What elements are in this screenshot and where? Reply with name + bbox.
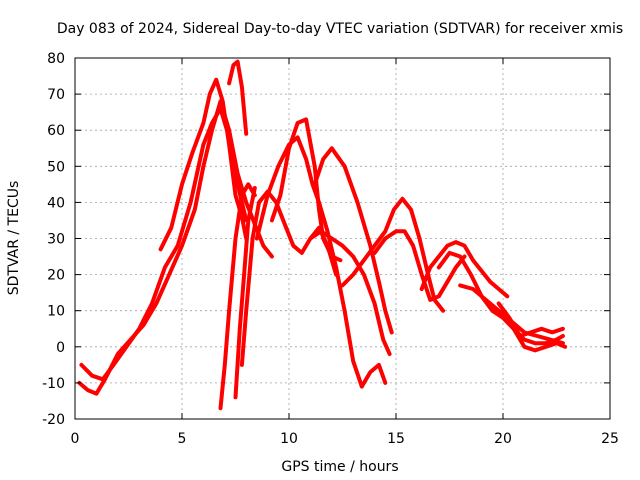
y-tick-label: 80 — [47, 51, 65, 67]
y-tick-label: 20 — [47, 268, 65, 284]
series-track-16 — [436, 250, 565, 346]
x-axis-label: GPS time / hours — [281, 459, 398, 475]
y-tick-label: -20 — [42, 412, 65, 428]
x-tick-label: 25 — [601, 431, 619, 447]
series-track-7 — [239, 189, 339, 367]
series-track-10 — [269, 117, 343, 263]
y-tick-label: -10 — [42, 376, 65, 392]
series-track-11 — [312, 146, 394, 335]
x-tick-label: 5 — [178, 431, 187, 447]
y-tick-label: 0 — [56, 340, 65, 356]
chart-title: Day 083 of 2024, Sidereal Day-to-day VTE… — [57, 21, 623, 37]
axis-ticks: 0 5 10 15 20 25 -20 -10 0 10 20 30 40 50 60 70 80 — [42, 51, 619, 447]
series-track-17 — [458, 283, 565, 346]
series-track-8 — [254, 135, 364, 389]
y-tick-label: 10 — [47, 304, 65, 320]
series-track-13 — [340, 196, 446, 313]
y-axis-label: SDTVAR / TECUs — [6, 181, 22, 296]
x-tick-label: 10 — [280, 431, 298, 447]
series-track-19 — [496, 301, 565, 338]
y-tick-label: 40 — [47, 195, 65, 211]
x-tick-label: 0 — [71, 431, 80, 447]
x-tick-label: 15 — [387, 431, 405, 447]
grid — [75, 58, 610, 419]
series-track-6 — [233, 186, 257, 400]
series-track-18 — [490, 308, 568, 353]
series-track-9 — [359, 362, 388, 389]
series-group — [77, 59, 568, 411]
series-track-12 — [308, 229, 392, 356]
series-track-5 — [218, 182, 257, 411]
series-track-14 — [372, 229, 467, 302]
y-tick-label: 60 — [47, 123, 65, 139]
y-tick-label: 30 — [47, 232, 65, 248]
series-track-3 — [158, 77, 249, 252]
y-tick-label: 50 — [47, 159, 65, 175]
series-track-4 — [227, 59, 249, 136]
x-tick-label: 20 — [494, 431, 512, 447]
y-tick-label: 70 — [47, 87, 65, 103]
series-track-15 — [419, 240, 510, 299]
